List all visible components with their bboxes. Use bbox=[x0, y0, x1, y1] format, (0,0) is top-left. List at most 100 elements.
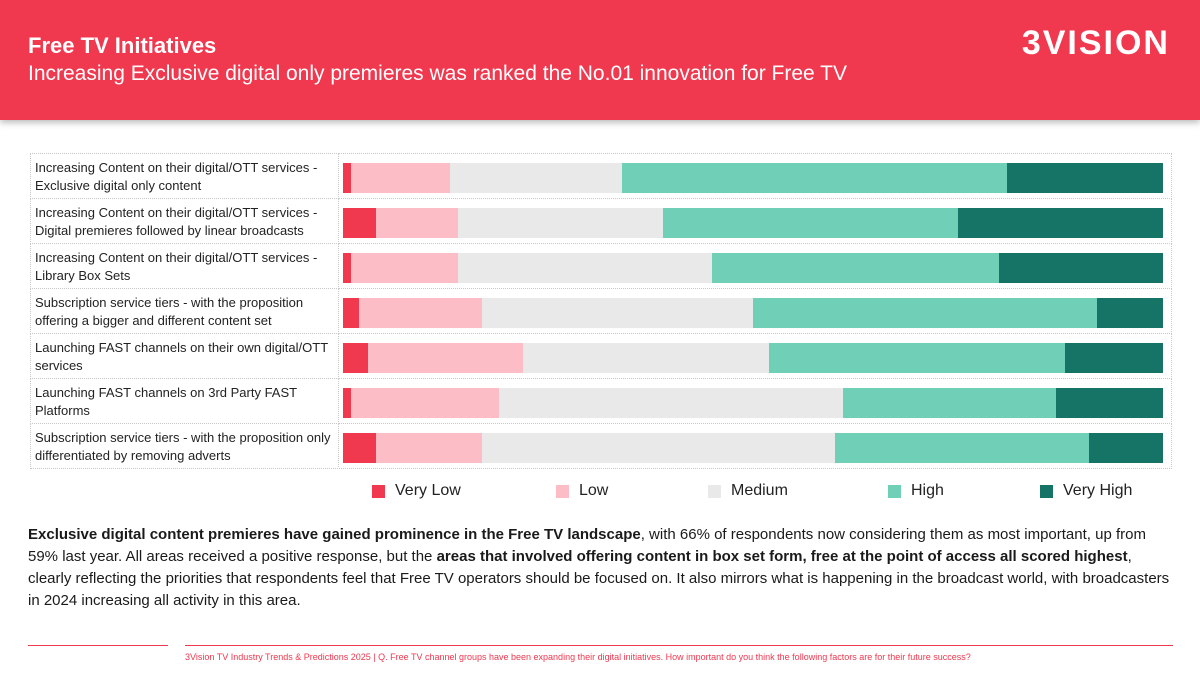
bar-segment-medium bbox=[498, 388, 844, 418]
body-bold-3: areas that involved offering content in … bbox=[436, 548, 1128, 565]
brand-logo: 3VISION bbox=[1021, 24, 1170, 62]
category-label: Launching FAST channels on 3rd Party FAS… bbox=[35, 385, 297, 418]
chart-row: Subscription service tiers - with the pr… bbox=[30, 423, 1172, 468]
body-paragraph: Exclusive digital content premieres have… bbox=[28, 524, 1178, 612]
legend-label: Very High bbox=[1063, 482, 1133, 499]
bar-segment-high bbox=[621, 163, 1008, 193]
stacked-bar-chart: Increasing Content on their digital/OTT … bbox=[30, 153, 1172, 470]
bar-segment-very-high bbox=[998, 253, 1163, 283]
bar-segment-high bbox=[711, 253, 999, 283]
bar-segment-low bbox=[375, 433, 483, 463]
bar-segment-high bbox=[769, 343, 1065, 373]
bar-segment-very-high bbox=[1089, 433, 1163, 463]
bar-segment-low bbox=[367, 343, 524, 373]
legend-label: High bbox=[911, 482, 944, 499]
bar-cell bbox=[338, 378, 1172, 422]
bar-segment-medium bbox=[457, 208, 663, 238]
stacked-bar bbox=[343, 208, 1163, 238]
legend-item: Very High bbox=[1040, 481, 1132, 501]
bar-cell bbox=[338, 243, 1172, 287]
legend-item: High bbox=[888, 481, 944, 501]
bar-segment-very-low bbox=[343, 388, 352, 418]
chart-row: Launching FAST channels on 3rd Party FAS… bbox=[30, 378, 1172, 423]
bar-segment-very-high bbox=[1064, 343, 1163, 373]
bar-segment-very-low bbox=[343, 208, 376, 238]
category-label: Subscription service tiers - with the pr… bbox=[35, 430, 331, 463]
legend-swatch bbox=[556, 484, 569, 498]
bar-cell bbox=[338, 153, 1172, 197]
bar-segment-very-low bbox=[343, 343, 368, 373]
chart-row: Subscription service tiers - with the pr… bbox=[30, 288, 1172, 333]
page-subtitle: Increasing Exclusive digital only premie… bbox=[28, 62, 848, 85]
bar-segment-medium bbox=[482, 433, 835, 463]
stacked-bar bbox=[343, 298, 1163, 328]
stacked-bar bbox=[343, 388, 1163, 418]
bar-segment-very-high bbox=[1007, 163, 1163, 193]
bar-segment-high bbox=[752, 298, 1098, 328]
stacked-bar bbox=[343, 253, 1163, 283]
category-label-cell: Increasing Content on their digital/OTT … bbox=[30, 243, 337, 287]
legend-label: Very Low bbox=[395, 482, 461, 499]
category-label: Increasing Content on their digital/OTT … bbox=[35, 205, 318, 238]
body-text-4: , clearly reflecting the priorities that… bbox=[28, 548, 1170, 609]
bar-cell bbox=[338, 333, 1172, 377]
chart-bottom-border bbox=[30, 468, 1172, 469]
bar-cell bbox=[338, 198, 1172, 242]
category-label-cell: Subscription service tiers - with the pr… bbox=[30, 423, 337, 467]
footer-divider-right bbox=[185, 645, 1173, 646]
category-label: Increasing Content on their digital/OTT … bbox=[35, 250, 318, 283]
category-label: Launching FAST channels on their own dig… bbox=[35, 340, 328, 373]
bar-segment-medium bbox=[449, 163, 622, 193]
bar-segment-very-low bbox=[343, 163, 352, 193]
bar-segment-medium bbox=[523, 343, 770, 373]
category-label-cell: Launching FAST channels on 3rd Party FAS… bbox=[30, 378, 337, 422]
footer-source: 3Vision TV Industry Trends & Predictions… bbox=[185, 652, 971, 662]
bar-segment-very-low bbox=[343, 433, 376, 463]
category-label-cell: Subscription service tiers - with the pr… bbox=[30, 288, 337, 332]
page-title: Free TV Initiatives bbox=[28, 33, 217, 58]
bar-cell bbox=[338, 423, 1172, 467]
category-label-cell: Launching FAST channels on their own dig… bbox=[30, 333, 337, 377]
bar-segment-very-high bbox=[1056, 388, 1163, 418]
bar-segment-low bbox=[375, 208, 458, 238]
legend-swatch bbox=[888, 484, 901, 498]
stacked-bar bbox=[343, 343, 1163, 373]
bar-segment-high bbox=[834, 433, 1090, 463]
category-label-cell: Increasing Content on their digital/OTT … bbox=[30, 198, 337, 242]
footer-divider-left bbox=[28, 645, 168, 646]
chart-row: Increasing Content on their digital/OTT … bbox=[30, 243, 1172, 288]
chart-row: Increasing Content on their digital/OTT … bbox=[30, 198, 1172, 243]
category-label-cell: Increasing Content on their digital/OTT … bbox=[30, 153, 337, 197]
category-label: Increasing Content on their digital/OTT … bbox=[35, 160, 318, 193]
category-label: Subscription service tiers - with the pr… bbox=[35, 295, 304, 328]
legend-label: Low bbox=[579, 482, 609, 499]
legend-item: Medium bbox=[708, 481, 788, 501]
bar-segment-low bbox=[359, 298, 483, 328]
legend-item: Low bbox=[556, 481, 608, 501]
chart-row: Launching FAST channels on their own dig… bbox=[30, 333, 1172, 378]
bar-segment-low bbox=[351, 163, 450, 193]
legend-swatch bbox=[1040, 484, 1053, 498]
legend-item: Very Low bbox=[372, 481, 461, 501]
bar-segment-medium bbox=[482, 298, 753, 328]
body-bold-1: Exclusive digital content premieres have… bbox=[28, 526, 641, 543]
stacked-bar bbox=[343, 433, 1163, 463]
legend-swatch bbox=[708, 484, 721, 498]
chart-row: Increasing Content on their digital/OTT … bbox=[30, 153, 1172, 198]
bar-segment-very-high bbox=[957, 208, 1163, 238]
legend-swatch bbox=[372, 484, 385, 498]
bar-segment-very-low bbox=[343, 298, 360, 328]
bar-cell bbox=[338, 288, 1172, 332]
bar-segment-medium bbox=[457, 253, 712, 283]
header-banner: Free TV Initiatives Increasing Exclusive… bbox=[0, 0, 1200, 120]
bar-segment-low bbox=[351, 253, 458, 283]
stacked-bar bbox=[343, 163, 1163, 193]
bar-segment-very-low bbox=[343, 253, 352, 283]
bar-segment-high bbox=[662, 208, 958, 238]
legend-label: Medium bbox=[731, 482, 788, 499]
chart-legend: Very Low Low Medium High Very High bbox=[372, 481, 1172, 501]
bar-segment-low bbox=[351, 388, 499, 418]
body-text-2: , with 66% of respondents now considerin… bbox=[28, 526, 1146, 565]
bar-segment-high bbox=[843, 388, 1057, 418]
bar-segment-very-high bbox=[1097, 298, 1163, 328]
